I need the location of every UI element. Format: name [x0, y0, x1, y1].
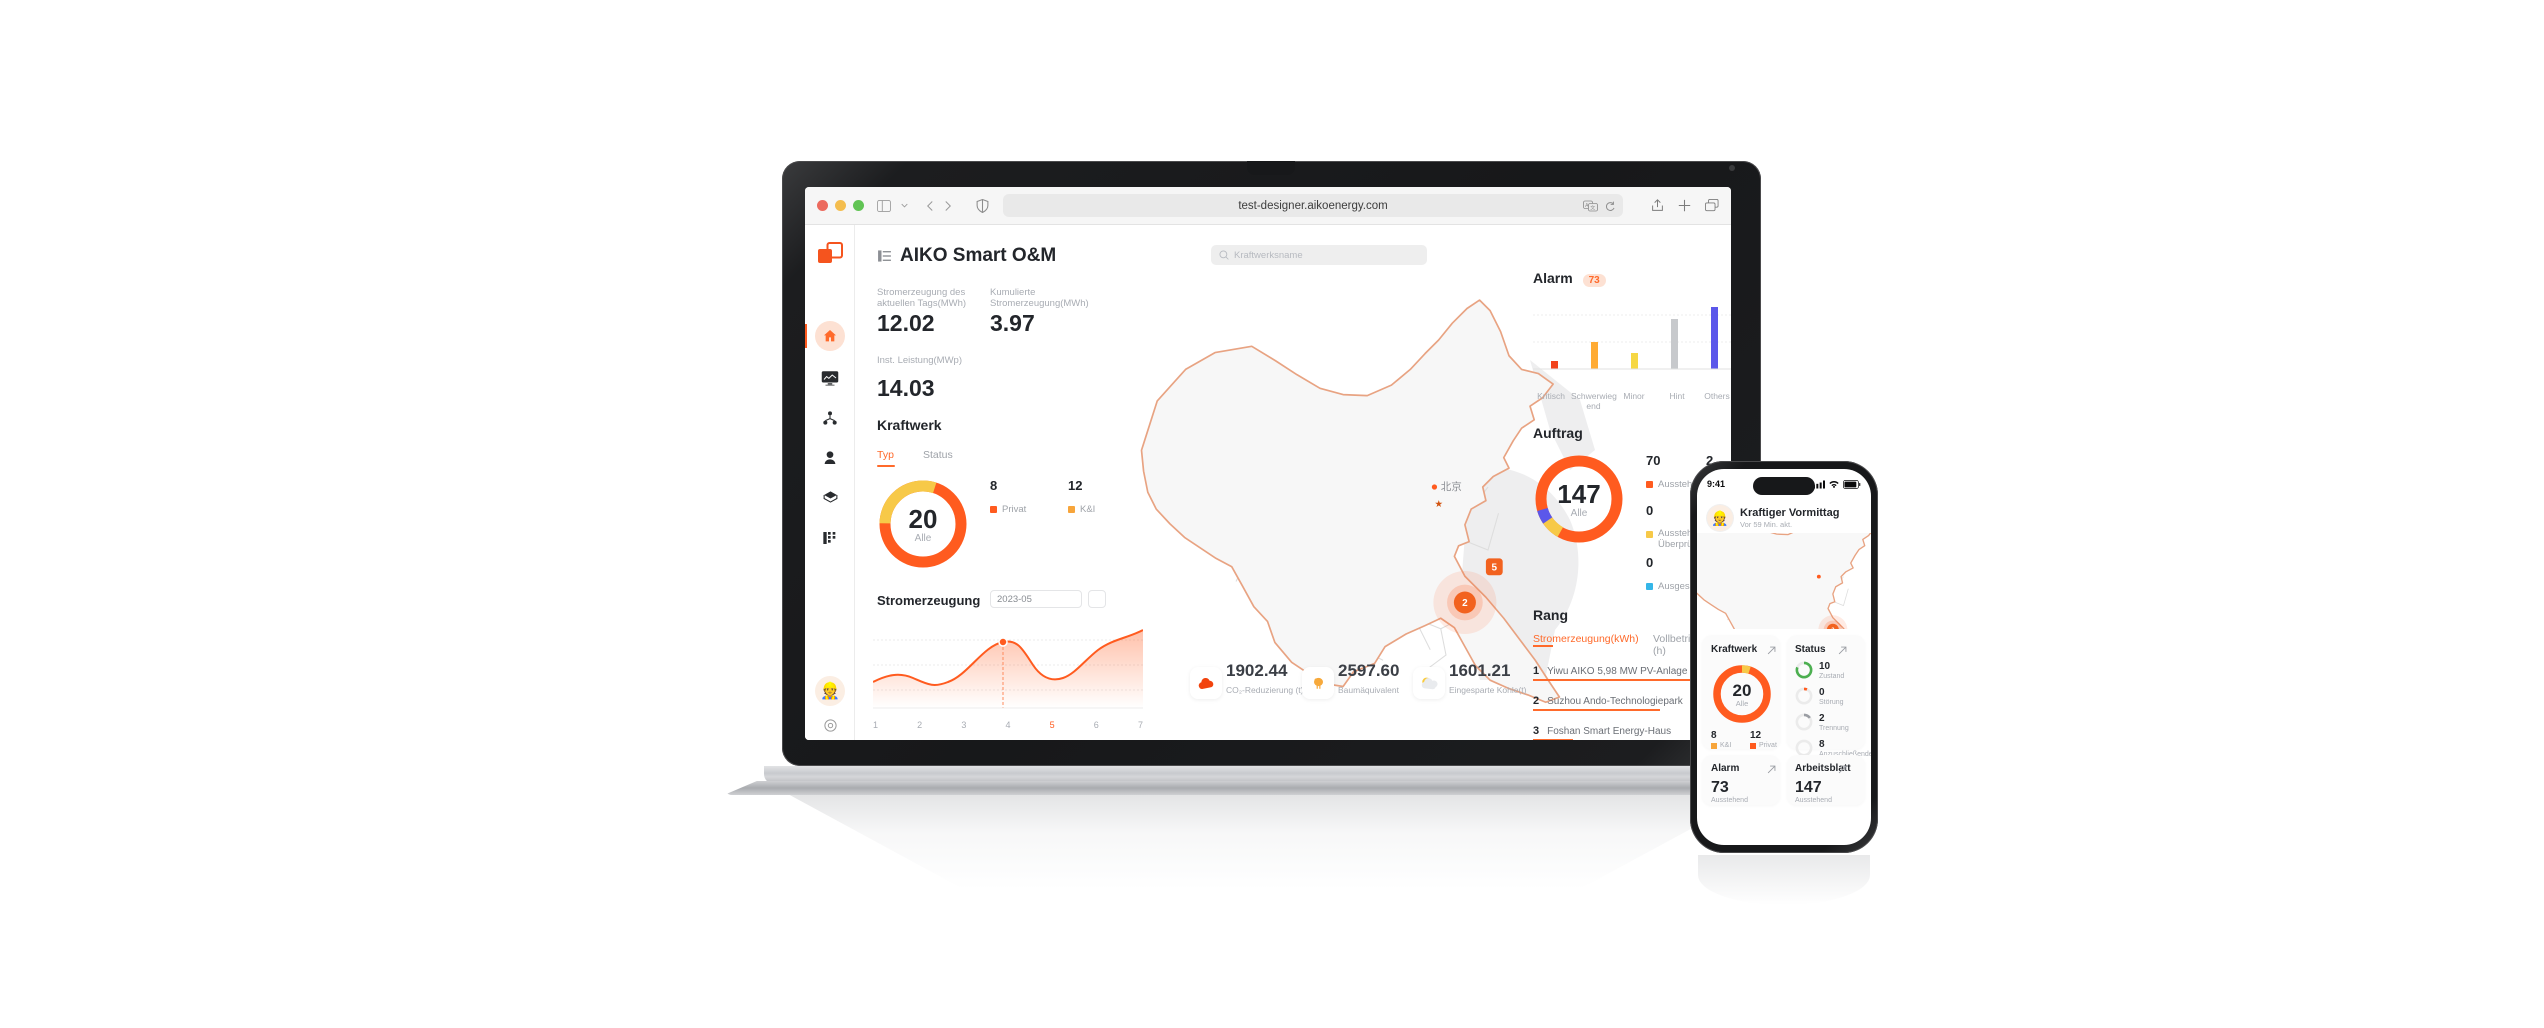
svg-text:★: ★ [1434, 499, 1442, 510]
svg-text:文: 文 [1590, 204, 1595, 211]
svg-text:北京: 北京 [1441, 480, 1462, 493]
svg-text:2: 2 [1462, 598, 1468, 609]
svg-text:3: 3 [1831, 628, 1834, 629]
svg-text:5: 5 [1492, 562, 1498, 573]
